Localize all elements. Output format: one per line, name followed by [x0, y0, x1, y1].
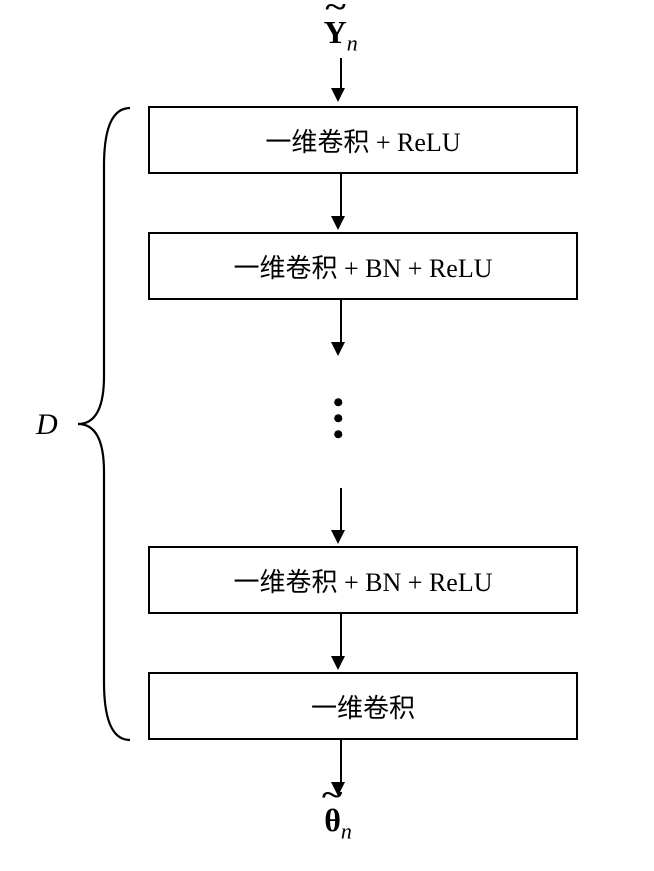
flowchart-diagram: ~ Y n 一维卷积 + ReLU 一维卷积 + BN + ReLU ••• 一… [0, 0, 654, 871]
arrow [337, 174, 345, 230]
curly-brace [72, 106, 134, 742]
tilde-mark: ~ [322, 780, 342, 812]
layer-box-conv-relu: 一维卷积 + ReLU [148, 106, 578, 174]
input-symbol: ~ Y n [324, 14, 358, 56]
box-label: 一维卷积 [311, 688, 415, 725]
arrow [337, 488, 345, 544]
output-subscript: n [341, 818, 352, 843]
vertical-ellipsis: ••• [333, 392, 344, 446]
box-label: 一维卷积 + BN + ReLU [234, 248, 493, 285]
layer-box-conv-bn-relu: 一维卷积 + BN + ReLU [148, 232, 578, 300]
arrow [337, 58, 345, 102]
depth-label: D [36, 408, 58, 442]
box-label: 一维卷积 + BN + ReLU [234, 562, 493, 599]
tilde-mark: ~ [325, 0, 345, 24]
layer-box-conv: 一维卷积 [148, 672, 578, 740]
output-symbol: ~ θ n [324, 802, 352, 844]
box-label: 一维卷积 + ReLU [265, 122, 460, 159]
arrow [337, 614, 345, 670]
arrow [337, 300, 345, 356]
layer-box-conv-bn-relu: 一维卷积 + BN + ReLU [148, 546, 578, 614]
input-subscript: n [347, 30, 358, 55]
